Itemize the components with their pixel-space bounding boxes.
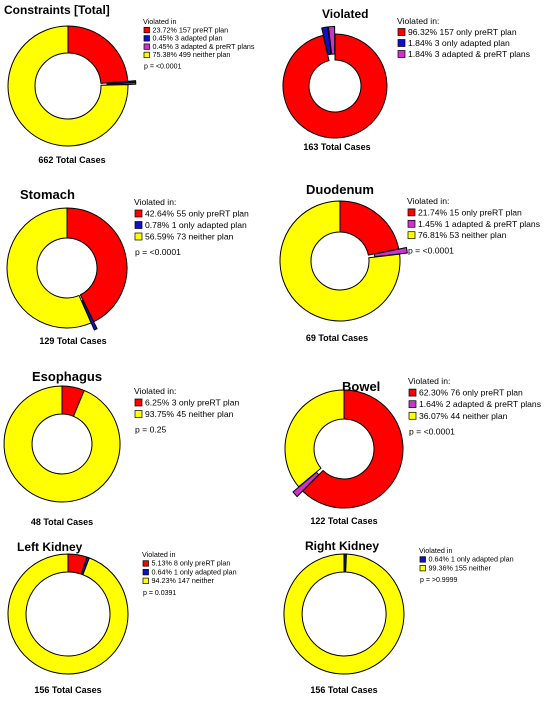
legend-entry: 1.45% 1 adapted & preRT plans	[418, 219, 540, 229]
chart-title: Constraints [Total]	[4, 3, 110, 17]
legend-entry: 0.45% 3 adapted plan	[153, 34, 223, 43]
legend-swatch-yellow	[408, 411, 417, 420]
legend-entry: 21.74% 15 only preRT plan	[418, 207, 522, 217]
legend-swatch-magenta	[397, 50, 406, 58]
p-value-label: p = <0.0001	[144, 64, 181, 71]
total-cases-label: 156 Total Cases	[34, 685, 101, 695]
slice-yellow	[283, 553, 405, 675]
legend-entry: 56.59% 73 neither plan	[145, 232, 234, 242]
legend-entry: 62.30% 76 only preRT plan	[419, 388, 523, 398]
chart-panel-3: Duodenum 69 Total Cases Violated in:21.74%…	[279, 182, 540, 343]
legend-entry: 96.32% 157 only preRT plan	[408, 27, 517, 37]
legend-swatch-red	[143, 26, 150, 34]
slice-magenta	[327, 25, 336, 55]
chart-panel-6: Left Kidney 156 Total Cases Violated in5.1…	[7, 540, 237, 695]
legend-entry: 76.81% 53 neither plan	[418, 230, 507, 240]
chart-title: Duodenum	[306, 182, 374, 197]
chart-panel-2: Stomach 129 Total Cases Violated in: 42.64%…	[6, 187, 249, 346]
chart-title: Esophagus	[32, 369, 102, 384]
chart-title: Left Kidney	[17, 540, 83, 554]
slice-yellow	[7, 25, 129, 147]
slice-red	[67, 25, 129, 84]
legend-entry: 1.64% 2 adapted & preRT plans	[419, 399, 541, 409]
legend-entry: 1.84% 3 adapted & preRT plans	[408, 49, 530, 59]
legend-swatch-yellow	[142, 577, 149, 584]
p-value-label: p = <0.0001	[135, 247, 181, 257]
legend-swatch-blue	[397, 39, 406, 47]
total-cases-label: 69 Total Cases	[306, 333, 368, 343]
legend-swatch-blue	[142, 569, 149, 576]
total-cases-label: 122 Total Cases	[310, 516, 377, 526]
chart-title: Stomach	[20, 187, 75, 202]
chart-title: Right Kidney	[305, 539, 379, 553]
legend-swatch-red	[397, 28, 406, 36]
legend-swatch-red	[134, 398, 143, 407]
legend-swatch-magenta	[407, 219, 416, 228]
legend-swatch-blue	[134, 221, 143, 229]
legend-swatch-red	[142, 560, 149, 567]
legend-title: Violated in	[142, 550, 175, 559]
legend-title: Violated in:	[408, 376, 450, 386]
slice-yellow	[6, 207, 92, 329]
legend-entry: 94.23% 147 neither	[152, 576, 215, 585]
legend-swatch-yellow	[134, 232, 143, 241]
legend-swatch-yellow	[134, 410, 143, 418]
slice-red	[302, 389, 404, 509]
legend-entry: 93.75% 45 neither plan	[145, 409, 234, 419]
slice-blue	[321, 26, 332, 56]
legend-entry: 42.64% 55 only preRT plan	[145, 209, 249, 219]
legend-entry: 0.64% 1 only adapted plan	[429, 555, 514, 564]
legend-swatch-blue	[419, 556, 426, 563]
legend-swatch-red	[407, 208, 416, 217]
slice-yellow	[3, 385, 121, 503]
total-cases-label: 163 Total Cases	[303, 142, 370, 152]
legend-entry: 75.38% 499 neither plan	[153, 50, 231, 59]
legend-swatch-red	[408, 388, 417, 397]
legend-title: Violated in	[419, 546, 452, 555]
p-value-label: p = 0.0391	[143, 590, 176, 597]
total-cases-label: 129 Total Cases	[39, 336, 106, 346]
legend-title: Violated in:	[134, 386, 176, 396]
legend-entry: 23.72% 157 preRT plan	[153, 25, 229, 34]
legend-swatch-yellow	[143, 51, 150, 59]
total-cases-label: 156 Total Cases	[310, 685, 377, 695]
legend-swatch-blue	[143, 35, 150, 42]
legend-swatch-magenta	[408, 400, 417, 409]
legend-title: Violated in:	[134, 197, 176, 207]
slice-yellow	[279, 200, 401, 322]
total-cases-label: 662 Total Cases	[38, 155, 105, 165]
p-value-label: p = 0.25	[135, 425, 167, 435]
slice-red	[339, 200, 400, 256]
legend-entry: 0.64% 1 only adapted plan	[152, 567, 237, 576]
legend-entry: 5.13% 8 only preRT plan	[152, 559, 231, 568]
legend-swatch-yellow	[419, 565, 426, 572]
legend-title: Violated in:	[407, 196, 449, 206]
legend-title: Violated in:	[397, 16, 439, 26]
legend-title: Violated in	[143, 17, 176, 26]
slice-yellow	[284, 389, 345, 488]
p-value-label: p = <0.0001	[409, 426, 455, 436]
legend-swatch-magenta	[143, 43, 150, 50]
total-cases-label: 48 Total Cases	[31, 517, 93, 527]
chart-panel-1: Violated 163 Total Cases Violated in:96.32…	[282, 7, 530, 152]
legend-swatch-red	[134, 209, 143, 218]
chart-title: Violated	[322, 7, 368, 21]
slice-red	[66, 207, 128, 323]
chart-panel-7: Right Kidney 156 Total Cases Violated in0.…	[283, 539, 514, 695]
slice-yellow	[7, 553, 129, 675]
legend-entry: 1.84% 3 only adapted plan	[408, 38, 510, 48]
chart-panel-4: Esophagus 48 Total Cases Violated in: 6.25%…	[3, 369, 239, 527]
slice-red	[282, 33, 388, 139]
p-value-label: p = >0.9999	[420, 577, 457, 584]
chart-panel-0: Constraints [Total] 662 Total Cases Violat…	[4, 3, 255, 165]
legend-entry: 36.07% 44 neither plan	[419, 411, 508, 421]
legend-entry: 99.36% 155 neither	[429, 563, 492, 572]
legend-entry: 6.25% 3 only preRT plan	[145, 398, 239, 408]
legend-entry: 0.78% 1 only adapted plan	[145, 220, 247, 230]
legend-swatch-yellow	[407, 231, 416, 240]
legend-entry: 0.45% 3 adapted & preRT plans	[153, 42, 255, 51]
p-value-label: p = <0.0001	[408, 246, 454, 256]
